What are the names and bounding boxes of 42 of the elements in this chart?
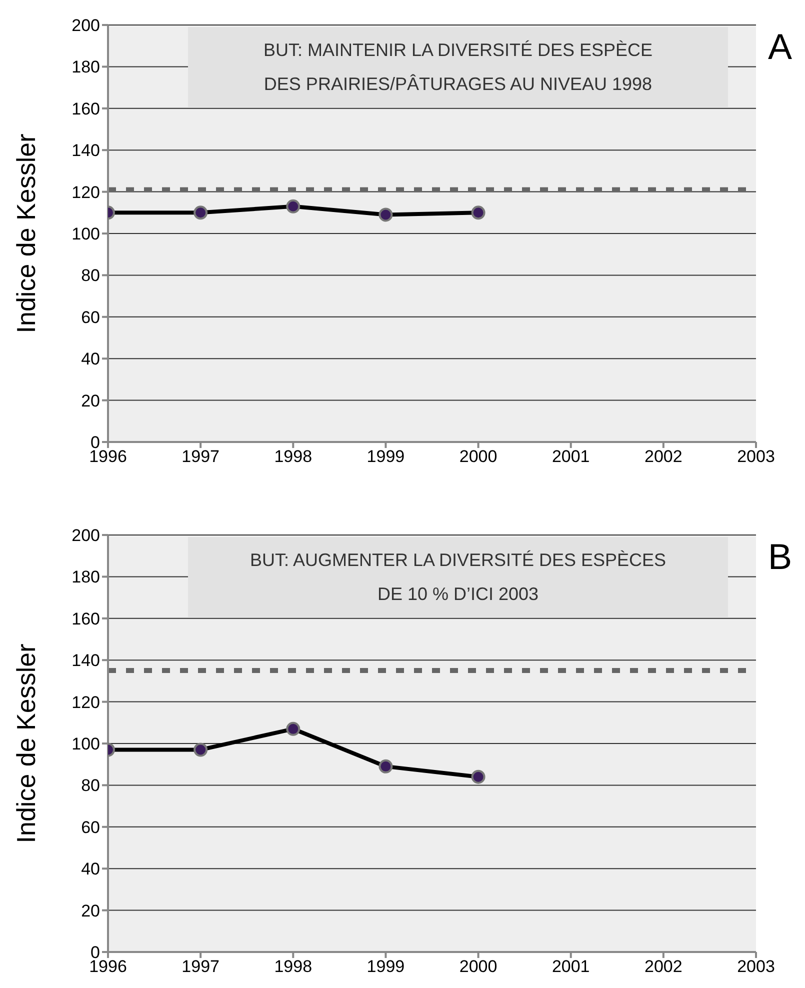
x-tick-label: 2002 bbox=[644, 447, 682, 466]
x-tick-label: 1996 bbox=[89, 447, 127, 466]
y-tick-label: 20 bbox=[81, 901, 100, 920]
x-tick-label: 2003 bbox=[737, 957, 775, 976]
x-tick-label: 2000 bbox=[459, 447, 498, 466]
y-tick-label: 40 bbox=[81, 350, 100, 369]
y-tick-label: 80 bbox=[81, 266, 100, 286]
y-tick-label: 120 bbox=[72, 692, 100, 712]
y-tick-label: 200 bbox=[72, 16, 100, 36]
x-tick-label: 2001 bbox=[552, 957, 590, 976]
y-tick-label: 100 bbox=[72, 734, 100, 754]
x-tick-label: 2000 bbox=[459, 957, 498, 976]
y-tick-label: 60 bbox=[81, 818, 100, 837]
y-tick-label: 60 bbox=[81, 308, 100, 327]
x-tick-label: 1999 bbox=[366, 447, 405, 466]
y-tick-label: 140 bbox=[72, 141, 100, 160]
x-tick-label: 1998 bbox=[274, 957, 312, 976]
text: B bbox=[768, 536, 792, 578]
x-tick-label: 2002 bbox=[644, 957, 682, 976]
y-tick-label: 120 bbox=[72, 182, 100, 202]
y-tick-label: 200 bbox=[72, 526, 100, 546]
y-axis-title: Indice de Kessler bbox=[11, 133, 42, 334]
x-tick-label: 1997 bbox=[182, 957, 220, 976]
x-tick-label: 2003 bbox=[737, 447, 775, 466]
x-tick-label: 1996 bbox=[89, 957, 127, 976]
y-tick-label: 180 bbox=[72, 58, 100, 77]
y-tick-label: 160 bbox=[72, 609, 100, 628]
y-tick-label: 20 bbox=[81, 391, 100, 410]
note-box: BUT: AUGMENTER LA DIVERSITÉ DES ESPÈCES DE 10 % D’ICI 2003 bbox=[188, 537, 728, 617]
x-tick-label: 1998 bbox=[274, 447, 312, 466]
y-tick-label: 180 bbox=[72, 568, 100, 587]
y-axis-title: Indice de Kessler bbox=[11, 643, 42, 844]
y-tick-label: 140 bbox=[72, 651, 100, 670]
y-tick-label: 40 bbox=[81, 860, 100, 879]
text: A bbox=[768, 26, 792, 68]
y-tick-label: 100 bbox=[72, 224, 100, 244]
x-tick-label: 1997 bbox=[182, 447, 220, 466]
x-tick-label: 2001 bbox=[552, 447, 590, 466]
x-tick-label: 1999 bbox=[366, 957, 405, 976]
y-tick-label: 160 bbox=[72, 99, 100, 118]
note-box: BUT: MAINTENIR LA DIVERSITÉ DES ESPÈCE DES PRAIRIES/PÂTURAGES AU NIVEAU 1998 bbox=[188, 27, 728, 107]
y-tick-label: 80 bbox=[81, 776, 100, 796]
